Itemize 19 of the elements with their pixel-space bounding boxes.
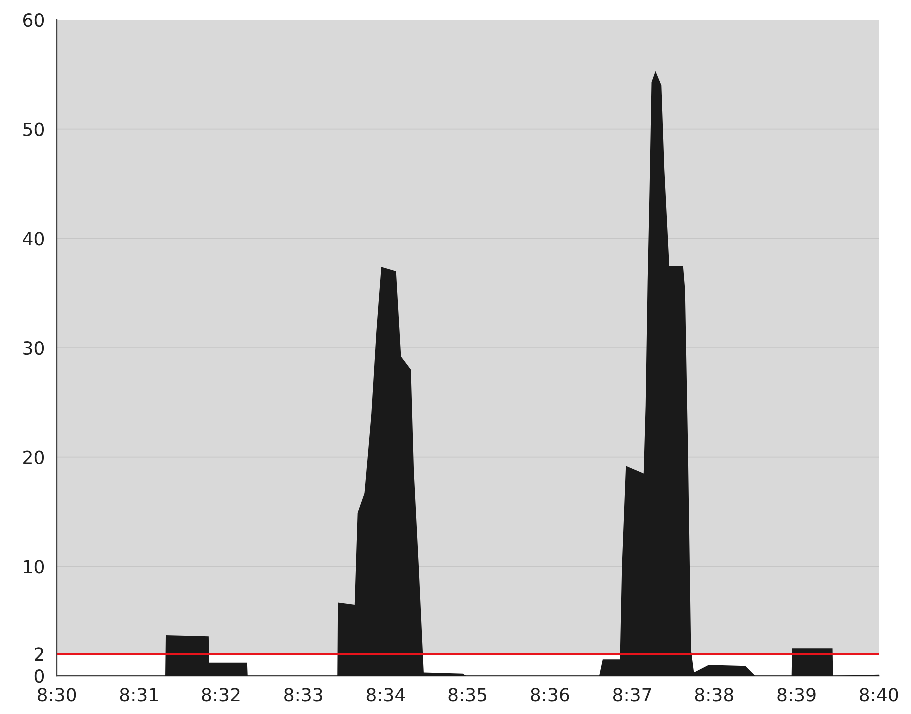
y-tick-label: 50 [24,122,44,136]
x-tick-label: 8:37 [613,688,652,702]
x-tick-label: 8:31 [120,688,158,702]
x-tick-label: 8:32 [202,688,240,702]
y-tick-label: 30 [24,341,44,356]
y-tick-label: 20 [24,450,44,464]
y-tick-label: 0 [34,669,44,684]
x-tick-label: 8:39 [778,688,816,702]
x-tick-label: 8:30 [38,688,76,702]
y-tick-label: 60 [24,13,44,28]
y-tick-label: 2 [35,648,44,662]
x-tick-label: 8:36 [531,688,570,702]
x-tick-label: 8:35 [448,688,487,702]
x-tick-label: 8:40 [860,688,898,702]
y-tick-label: 40 [23,232,44,246]
y-tick-label: 10 [24,560,44,574]
x-tick-label: 8:38 [695,688,734,702]
x-tick-label: 8:34 [366,688,406,702]
x-tick-label: 8:33 [284,688,322,702]
